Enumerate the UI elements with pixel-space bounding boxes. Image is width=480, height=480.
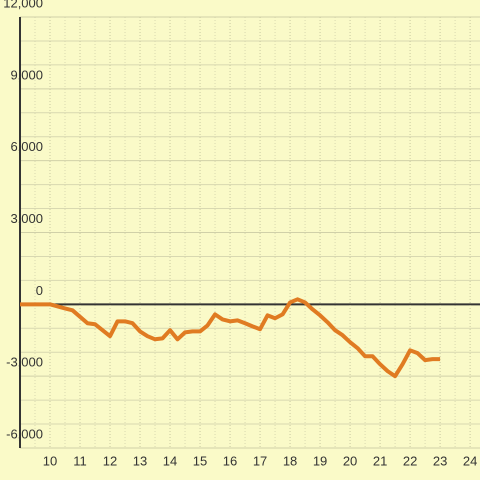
x-tick-label: 17 [253, 453, 267, 468]
x-tick-label: 21 [373, 453, 387, 468]
x-tick-label: 22 [403, 453, 417, 468]
x-tick-label: 18 [283, 453, 297, 468]
x-tick-label: 12 [103, 453, 117, 468]
x-tick-label: 15 [193, 453, 207, 468]
y-tick-label: 0 [36, 283, 43, 298]
y-tick-label: -3,000 [6, 355, 43, 370]
x-tick-label: 16 [223, 453, 237, 468]
y-tick-label: 3,000 [10, 211, 43, 226]
y-tick-label: 12,000 [3, 0, 43, 10]
x-tick-label: 23 [433, 453, 447, 468]
x-tick-label: 11 [73, 453, 87, 468]
x-tick-label: 13 [133, 453, 147, 468]
y-tick-label: -6,000 [6, 426, 43, 441]
y-tick-label: 6,000 [10, 139, 43, 154]
x-tick-label: 10 [43, 453, 57, 468]
x-tick-label: 19 [313, 453, 327, 468]
x-tick-label: 24 [463, 453, 477, 468]
x-tick-label: 20 [343, 453, 357, 468]
line-series [20, 297, 441, 379]
y-tick-label: 9,000 [10, 67, 43, 82]
x-tick-label: 14 [163, 453, 177, 468]
